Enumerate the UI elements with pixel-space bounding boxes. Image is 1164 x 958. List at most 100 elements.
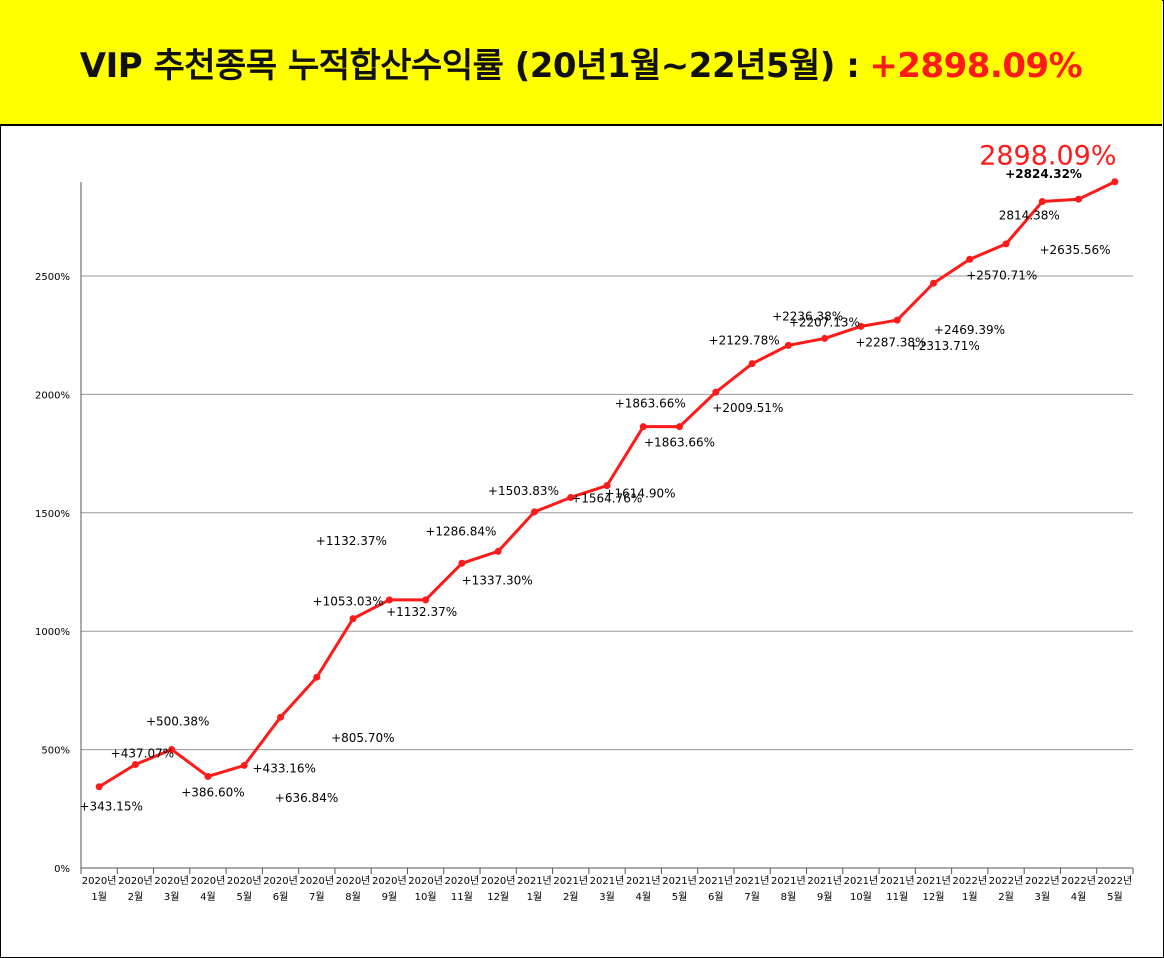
x-tick-label-month: 1월: [527, 891, 543, 903]
data-label: +2207.13%: [789, 315, 860, 329]
x-tick-label-year: 2021년: [590, 875, 625, 887]
x-tick-label-month: 9월: [817, 891, 833, 903]
x-tick-label-month: 3월: [164, 891, 180, 903]
x-tick-label-year: 2020년: [82, 875, 117, 887]
banner-title: VIP 추천종목 누적합산수익률 (20년1월~22년5월) : +2898.09…: [79, 38, 1083, 87]
x-tick-label-month: 8월: [781, 891, 797, 903]
data-point: [1075, 195, 1083, 203]
data-label-final: 2898.09%: [979, 141, 1116, 172]
data-point: [131, 761, 139, 769]
data-label: +2236.38%: [772, 309, 843, 323]
data-label: +636.84%: [275, 791, 338, 805]
x-tick-label-year: 2021년: [916, 875, 951, 887]
x-tick-label-year: 2021년: [771, 875, 806, 887]
data-point: [639, 423, 647, 431]
x-tick-label-month: 10월: [415, 891, 437, 903]
data-point: [458, 559, 466, 567]
y-tick-label: 2000%: [35, 390, 70, 401]
x-tick-label-year: 2020년: [299, 875, 334, 887]
data-point: [821, 334, 829, 342]
x-tick-label-month: 1월: [962, 891, 978, 903]
data-label: +2824.32%: [1005, 167, 1082, 181]
data-label: +805.70%: [331, 731, 394, 745]
data-label: +433.16%: [253, 761, 316, 775]
data-label: +1132.37%: [316, 534, 387, 548]
x-tick-label-year: 2021년: [807, 875, 842, 887]
x-tick-label-month: 11월: [886, 891, 908, 903]
x-tick-label-month: 4월: [635, 891, 651, 903]
data-point: [168, 746, 176, 754]
banner-title-text: VIP 추천종목 누적합산수익률 (20년1월~22년5월) :: [79, 45, 860, 86]
x-tick-label-year: 2020년: [263, 875, 298, 887]
data-point: [1002, 240, 1010, 248]
x-tick-label-month: 7월: [309, 891, 325, 903]
data-point: [385, 596, 393, 604]
data-label: 2814.38%: [999, 209, 1060, 223]
data-point: [277, 713, 285, 721]
x-tick-label-year: 2021년: [698, 875, 733, 887]
data-label: +2129.78%: [709, 334, 780, 348]
x-tick-label-month: 5월: [1107, 891, 1123, 903]
data-label: +1564.76%: [571, 491, 642, 505]
data-point: [1038, 198, 1046, 206]
y-tick-label: 500%: [41, 746, 70, 757]
data-label: +2635.56%: [1039, 243, 1110, 257]
data-point: [530, 508, 538, 516]
data-point: [567, 493, 575, 501]
data-label: +343.15%: [79, 800, 142, 814]
x-tick-label-year: 2021년: [662, 875, 697, 887]
data-point: [313, 673, 321, 681]
x-tick-label-year: 2022년: [1025, 875, 1060, 887]
data-point: [748, 360, 756, 368]
data-point: [1111, 178, 1119, 186]
x-tick-label-year: 2021년: [626, 875, 661, 887]
x-tick-label-year: 2020년: [408, 875, 443, 887]
x-tick-label-month: 1월: [91, 891, 107, 903]
x-tick-label-month: 4월: [1071, 891, 1087, 903]
x-tick-label-year: 2021년: [517, 875, 552, 887]
y-tick-label: 2500%: [35, 272, 70, 283]
x-tick-label-month: 10월: [850, 891, 872, 903]
x-tick-label-month: 12월: [923, 891, 945, 903]
data-point: [712, 388, 720, 396]
data-label: +2570.71%: [966, 268, 1037, 282]
data-label: +2287.38%: [855, 335, 926, 349]
x-tick-label-month: 4월: [200, 891, 216, 903]
x-tick-label-year: 2022년: [1061, 875, 1096, 887]
data-label: +2313.71%: [909, 339, 980, 353]
y-tick-label: 1000%: [35, 627, 70, 638]
x-tick-label-year: 2021년: [880, 875, 915, 887]
data-label: +1053.03%: [313, 595, 384, 609]
x-tick-label-year: 2020년: [372, 875, 407, 887]
data-point: [349, 615, 357, 623]
data-label: +1863.66%: [644, 436, 715, 450]
x-tick-label-year: 2021년: [553, 875, 588, 887]
x-tick-label-year: 2020년: [336, 875, 371, 887]
data-label: +500.38%: [146, 715, 209, 729]
banner-total-return: +2898.09%: [869, 45, 1083, 86]
data-label: +437.07%: [111, 747, 174, 761]
x-tick-label-month: 5월: [672, 891, 688, 903]
data-point: [893, 316, 901, 324]
data-point: [494, 547, 502, 555]
x-tick-label-year: 2021년: [844, 875, 879, 887]
data-label: +2469.39%: [934, 323, 1005, 337]
data-point: [929, 279, 937, 287]
x-tick-label-month: 11월: [451, 891, 473, 903]
x-tick-label-month: 2월: [998, 891, 1014, 903]
x-tick-label-year: 2021년: [735, 875, 770, 887]
title-banner: VIP 추천종목 누적합산수익률 (20년1월~22년5월) : +2898.09…: [0, 0, 1162, 126]
data-label: +1286.84%: [425, 524, 496, 538]
x-tick-label-month: 9월: [382, 891, 398, 903]
data-point: [603, 482, 611, 490]
data-label: +1863.66%: [615, 397, 686, 411]
x-tick-label-year: 2022년: [989, 875, 1024, 887]
data-point: [240, 761, 248, 769]
x-tick-label-year: 2020년: [227, 875, 262, 887]
y-tick-label: 0%: [54, 864, 70, 875]
data-label: +386.60%: [181, 785, 244, 799]
x-tick-label-year: 2020년: [118, 875, 153, 887]
x-tick-label-month: 12월: [487, 891, 509, 903]
cumulative-return-line-chart: 0% 500% 1000% 1500% 2000% 2500% 2020년 1월 2020년 2월…: [35, 141, 1134, 903]
